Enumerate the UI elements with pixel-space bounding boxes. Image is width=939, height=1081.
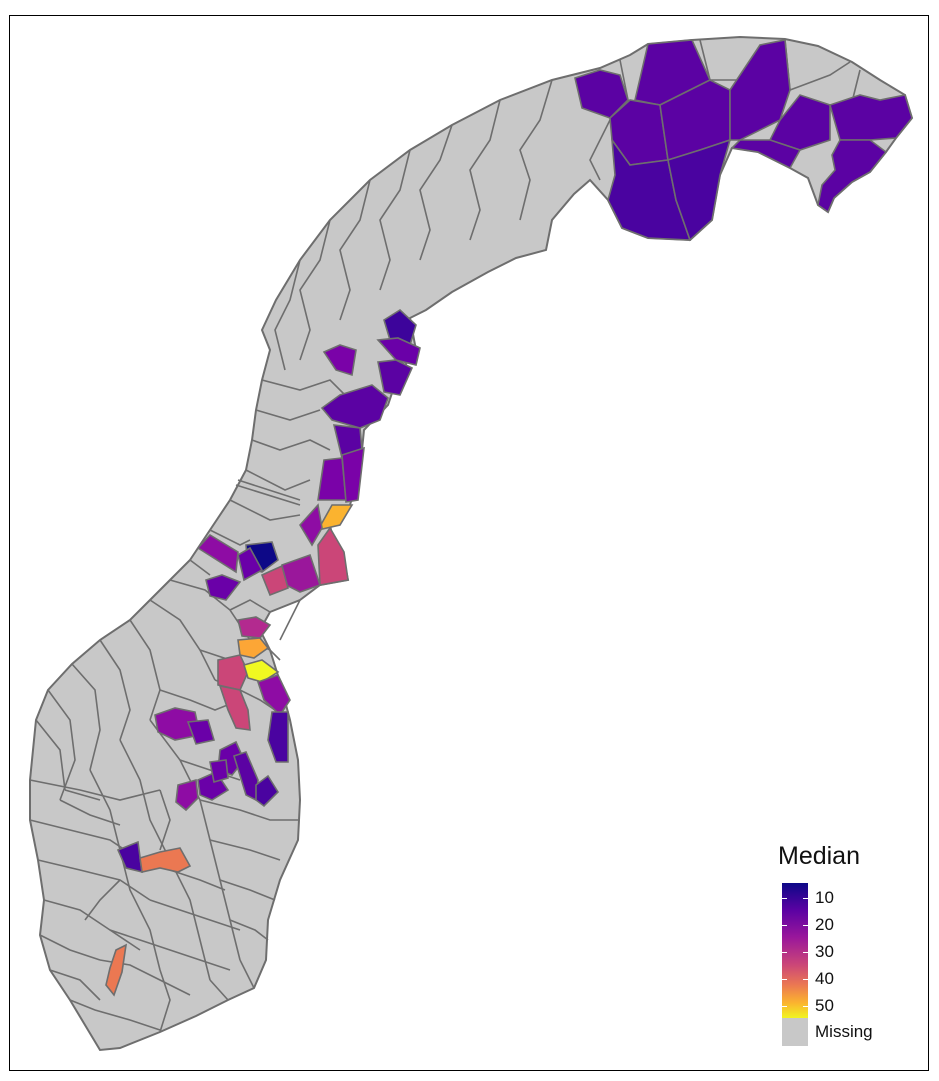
- municipality-region: [237, 546, 264, 582]
- legend-tick-mark: [782, 1006, 787, 1007]
- municipality-region: [320, 384, 389, 429]
- municipality-region: [829, 94, 913, 141]
- legend-tick-mark: [803, 898, 808, 899]
- municipality-region: [377, 359, 414, 396]
- municipality-region: [260, 564, 289, 597]
- legend-tick-mark: [803, 925, 808, 926]
- legend-title: Median: [778, 842, 860, 870]
- municipality-region: [729, 39, 791, 141]
- municipality-region: [317, 526, 349, 586]
- municipality-region: [139, 847, 192, 873]
- municipality-region: [256, 674, 291, 717]
- municipality-region: [205, 574, 242, 601]
- municipality-region: [237, 616, 272, 639]
- municipality-region: [299, 503, 323, 547]
- legend-tick-label: 10: [815, 888, 834, 907]
- municipality-region: [607, 137, 692, 241]
- legend: Median 10 20 30 40 50 Missing: [778, 842, 918, 1052]
- municipality-region: [175, 778, 199, 812]
- color-scale-bar: [782, 883, 808, 1019]
- legend-missing-swatch: [782, 1018, 808, 1046]
- legend-tick-label: 40: [815, 969, 834, 988]
- legend-tick-mark: [803, 979, 808, 980]
- municipalities-with-data: [105, 39, 913, 997]
- legend-tick-mark: [782, 898, 787, 899]
- municipality-region: [817, 139, 888, 214]
- municipality-region: [237, 637, 270, 659]
- legend-tick-mark: [803, 1006, 808, 1007]
- legend-tick-mark: [782, 925, 787, 926]
- municipality-region: [217, 654, 249, 691]
- municipality-region: [383, 308, 417, 346]
- legend-tick-label: 50: [815, 996, 834, 1015]
- legend-tick-label: 30: [815, 942, 834, 961]
- municipality-region: [667, 138, 732, 242]
- municipality-region: [316, 504, 354, 532]
- legend-missing-label: Missing: [815, 1022, 873, 1041]
- municipality-region: [186, 719, 216, 745]
- legend-tick-mark: [803, 952, 808, 953]
- legend-tick-label: 20: [815, 915, 834, 934]
- municipality-region: [574, 69, 629, 119]
- municipality-boundaries: [29, 39, 881, 1033]
- municipality-region: [105, 943, 128, 997]
- municipality-region: [196, 533, 239, 574]
- municipality-region: [267, 711, 289, 763]
- municipality-region: [209, 759, 229, 784]
- legend-tick-mark: [782, 952, 787, 953]
- municipality-region: [376, 337, 421, 366]
- municipality-region: [341, 446, 365, 503]
- legend-tick-mark: [782, 979, 787, 980]
- municipality-region: [255, 774, 280, 808]
- municipality-region: [730, 139, 802, 170]
- municipality-region: [322, 344, 357, 377]
- municipality-region: [218, 684, 251, 731]
